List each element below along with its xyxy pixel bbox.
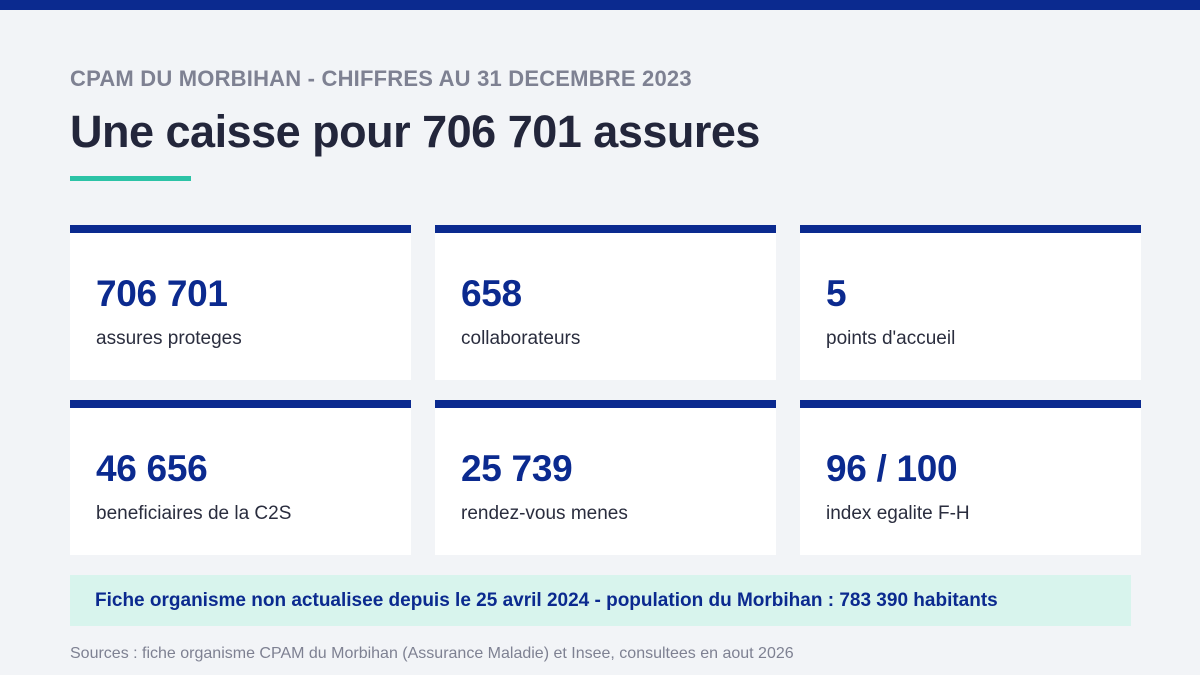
stat-card-points-accueil: 5 points d'accueil	[800, 225, 1141, 380]
stat-label: assures proteges	[96, 328, 242, 349]
stat-card-rendez-vous: 25 739 rendez-vous menes	[435, 400, 776, 555]
page-subtitle: CPAM DU MORBIHAN - CHIFFRES AU 31 DECEMB…	[70, 66, 692, 91]
top-bar	[0, 0, 1200, 10]
stat-value: 46 656	[96, 448, 208, 489]
stat-value: 5	[826, 273, 847, 314]
stat-label: index egalite F-H	[826, 503, 970, 524]
stat-label: rendez-vous menes	[461, 503, 628, 524]
stat-card-assures: 706 701 assures proteges	[70, 225, 411, 380]
stat-label: beneficiaires de la C2S	[96, 503, 292, 524]
stat-card-index-egalite: 96 / 100 index egalite F-H	[800, 400, 1141, 555]
sources-footnote: Sources : fiche organisme CPAM du Morbih…	[70, 645, 794, 662]
stat-card-c2s: 46 656 beneficiaires de la C2S	[70, 400, 411, 555]
stat-value: 658	[461, 273, 522, 314]
stat-card-collaborateurs: 658 collaborateurs	[435, 225, 776, 380]
stat-value: 25 739	[461, 448, 573, 489]
stat-label: collaborateurs	[461, 328, 581, 349]
notice-banner: Fiche organisme non actualisee depuis le…	[70, 575, 1131, 626]
stat-label: points d'accueil	[826, 328, 956, 349]
title-underline	[70, 176, 191, 181]
stat-value: 96 / 100	[826, 448, 958, 489]
page-title: Une caisse pour 706 701 assures	[70, 106, 760, 157]
stat-value: 706 701	[96, 273, 228, 314]
